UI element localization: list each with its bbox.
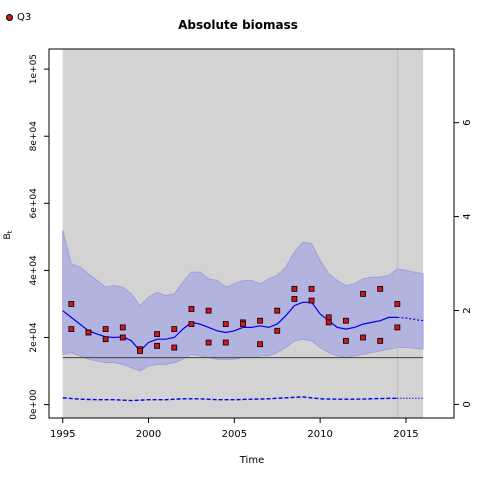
observation-point [360, 334, 366, 341]
y-tick-label: 6e+04 [29, 188, 39, 219]
x-tick-label: 2005 [222, 429, 247, 440]
observation-point [102, 336, 109, 343]
x-axis-label: Time [239, 455, 264, 466]
x-tick-label: 2015 [393, 429, 418, 440]
y-tick-label: 2e+04 [29, 322, 39, 353]
chart-title: Absolute biomass [178, 18, 298, 32]
observation-point [154, 342, 161, 349]
observation-point [308, 297, 315, 304]
observation-point [342, 317, 349, 324]
observation-point [377, 337, 384, 344]
observation-point [102, 326, 109, 333]
observation-point [222, 339, 229, 346]
observation-point [342, 337, 349, 344]
y-tick-label: 1e+05 [29, 54, 39, 84]
observation-point [171, 326, 178, 333]
x-tick-label: 2010 [307, 429, 332, 440]
observation-point [205, 339, 212, 346]
fishing-mortality-line [62, 396, 398, 402]
biomass-forecast-line [397, 316, 424, 322]
y-axis-label: Bt [3, 230, 14, 239]
observation-point [257, 341, 263, 348]
observation-point [308, 285, 315, 292]
observation-point [394, 324, 401, 331]
observation-point [377, 285, 384, 292]
observation-point [240, 321, 246, 327]
x-tick-label: 2000 [136, 429, 161, 440]
y-tick-label: 8e+04 [29, 121, 39, 152]
observation-point [257, 317, 263, 324]
observation-point [68, 301, 75, 307]
plot-frame [48, 48, 455, 419]
y-tick-label: 4e+04 [29, 255, 39, 286]
observation-point [222, 321, 229, 327]
biomass-estimate-line [62, 301, 398, 352]
right-y-tick-label: 6 [462, 120, 473, 126]
right-y-tick-label: 2 [462, 307, 473, 313]
right-y-tick-label: 4 [462, 213, 473, 219]
y-tick-label: 0e+00 [29, 389, 39, 420]
observation-point [119, 324, 126, 331]
legend-label: Q3 [17, 12, 32, 23]
legend: Q3 [6, 12, 31, 23]
y-axis-label-main: B [3, 233, 13, 239]
x-tick-label: 1995 [50, 429, 75, 440]
observation-point [394, 301, 401, 307]
observation-point [205, 307, 212, 314]
y-axis-label-subscript: t [6, 230, 14, 233]
observation-point [291, 296, 298, 302]
observation-point [137, 348, 143, 354]
plot-area: 1995 2000 2005 2010 2015 0e+00 2e+04 4e+04 6e+04… [29, 48, 473, 440]
observation-point [171, 344, 178, 351]
legend-marker [6, 14, 13, 21]
observation-point [188, 321, 195, 327]
observation-point [154, 331, 161, 338]
observation-point [274, 307, 281, 314]
observation-point [85, 329, 92, 336]
observation-point [119, 334, 126, 341]
observation-point [325, 319, 332, 326]
right-y-tick-label: 0 [462, 401, 473, 407]
observation-point [360, 290, 366, 297]
observation-point [188, 306, 195, 312]
observation-point [274, 327, 281, 334]
observation-point [291, 285, 298, 292]
observation-point [325, 314, 332, 321]
observation-point [68, 326, 75, 333]
confidence-band [62, 230, 424, 372]
